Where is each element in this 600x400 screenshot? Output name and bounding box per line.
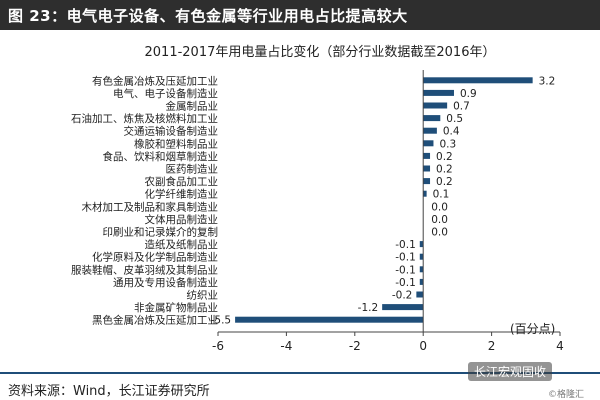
category-label: 黑色金属冶炼及压延加工业 xyxy=(92,314,218,327)
category-label: 橡胶和塑料制品业 xyxy=(134,137,218,150)
category-label: 化学纤维制造业 xyxy=(145,188,219,201)
bar xyxy=(423,140,434,147)
value-label: 0.0 xyxy=(431,214,448,226)
value-label: 0.3 xyxy=(439,138,456,150)
value-label: -5.5 xyxy=(211,315,232,327)
value-labels: 3.20.90.70.50.40.30.20.20.20.10.00.00.0-… xyxy=(211,75,556,326)
bar xyxy=(423,190,427,197)
category-label: 金属制品业 xyxy=(166,100,219,113)
x-tick-label: 4 xyxy=(556,339,564,353)
category-label: 纺织业 xyxy=(187,289,219,302)
value-label: -0.1 xyxy=(395,239,416,251)
bar xyxy=(419,241,424,248)
bar xyxy=(423,77,533,84)
category-label: 石油加工、炼焦及核燃料加工业 xyxy=(71,112,218,125)
value-label: 0.4 xyxy=(443,126,460,138)
category-label: 化学原料及化学制品制造业 xyxy=(92,251,218,264)
value-label: -1.2 xyxy=(358,302,379,314)
value-label: 0.2 xyxy=(436,164,453,176)
bar xyxy=(423,102,448,109)
bar xyxy=(419,278,424,285)
x-tick-label: -2 xyxy=(349,339,361,353)
watermark: 长江宏观固收 xyxy=(468,362,553,381)
bar xyxy=(423,89,454,96)
chart-title: 2011-2017年用电量占比变化（部分行业数据截至2016年） xyxy=(145,44,496,60)
value-label: -0.1 xyxy=(395,252,416,264)
value-label: 0.0 xyxy=(431,227,448,239)
value-label: 0.0 xyxy=(431,201,448,213)
x-tick-label: 0 xyxy=(419,339,427,353)
bar xyxy=(419,253,424,260)
bar xyxy=(419,266,424,273)
value-label: 3.2 xyxy=(539,75,556,87)
value-label: -0.1 xyxy=(395,264,416,276)
value-label: 0.2 xyxy=(436,151,453,163)
category-label: 食品、饮料和烟草制造业 xyxy=(103,150,219,163)
category-label: 木材加工及制品和家具制造业 xyxy=(82,200,219,213)
category-label: 服装鞋帽、皮革羽绒及其制品业 xyxy=(71,263,218,276)
x-tick-label: -6 xyxy=(212,339,224,353)
bar xyxy=(423,127,437,134)
bar xyxy=(423,152,431,159)
figure-header: 图 23：电气电子设备、有色金属等行业用电占比提高较大 xyxy=(0,0,600,30)
source-note: 资料来源：Wind，长江证券研究所 xyxy=(8,384,210,399)
category-label: 农副食品加工业 xyxy=(145,175,219,188)
category-label: 造纸及纸制品业 xyxy=(145,238,219,251)
bar xyxy=(235,316,424,323)
bar xyxy=(382,304,424,311)
bars-group xyxy=(235,77,533,323)
category-labels: 有色金属冶炼及压延加工业电气、电子设备制造业金属制品业石油加工、炼焦及核燃料加工… xyxy=(71,74,218,326)
x-axis: -6 -4 -2 0 2 4 xyxy=(212,70,564,353)
value-label: 0.1 xyxy=(433,189,450,201)
value-label: -0.1 xyxy=(395,277,416,289)
figure-title: 图 23：电气电子设备、有色金属等行业用电占比提高较大 xyxy=(8,7,408,25)
category-label: 印刷业和记录媒介的复制 xyxy=(103,226,219,239)
chart-container: 2011-2017年用电量占比变化（部分行业数据截至2016年） 有色金属冶炼及… xyxy=(0,30,600,374)
category-label: 交通运输设备制造业 xyxy=(124,125,219,138)
bar xyxy=(423,115,441,122)
watermark-small: ©格隆汇 xyxy=(548,390,585,400)
category-label: 非金属矿物制品业 xyxy=(134,301,218,314)
value-label: 0.9 xyxy=(460,88,477,100)
x-tick-label: 2 xyxy=(488,339,496,353)
category-label: 文体用品制造业 xyxy=(145,213,219,226)
figure-footer: 资料来源：Wind，长江证券研究所 xyxy=(0,372,600,400)
unit-label: (百分点) xyxy=(510,322,555,336)
category-label: 有色金属冶炼及压延加工业 xyxy=(92,74,218,87)
bar-chart: 2011-2017年用电量占比变化（部分行业数据截至2016年） 有色金属冶炼及… xyxy=(71,44,564,353)
category-label: 医药制造业 xyxy=(166,163,219,176)
category-label: 电气、电子设备制造业 xyxy=(113,87,218,100)
value-label: -0.2 xyxy=(392,290,413,302)
value-label: 0.2 xyxy=(436,176,453,188)
bar xyxy=(416,291,424,298)
x-tick-label: -4 xyxy=(280,339,292,353)
bar xyxy=(423,165,431,172)
bar xyxy=(423,178,431,185)
category-label: 通用及专用设备制造业 xyxy=(113,276,218,289)
value-label: 0.5 xyxy=(446,113,463,125)
value-label: 0.7 xyxy=(453,101,470,113)
